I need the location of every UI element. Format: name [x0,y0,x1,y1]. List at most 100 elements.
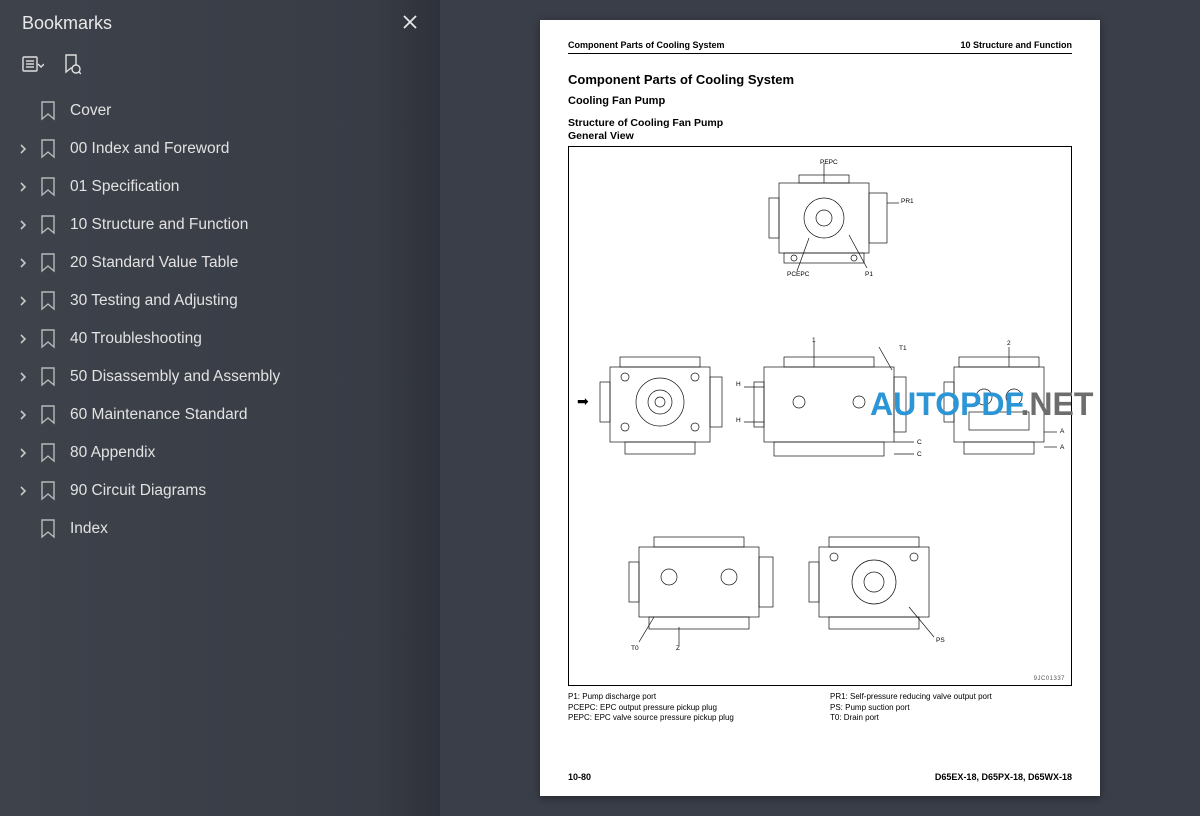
pump-view-side [744,342,914,472]
pump-view-bottom1 [619,527,779,647]
bookmark-label: 40 Troubleshooting [70,330,440,348]
legend-row: T0: Drain port [830,713,1072,722]
legend-row: PS: Pump suction port [830,703,1072,712]
pdf-page: Component Parts of Cooling System 10 Str… [540,20,1100,796]
label-a2: A [1060,444,1064,451]
diagram-frame: PEPC PR1 PCEPC P1 ➡ [568,146,1072,686]
label-2: 2 [1007,340,1011,347]
pump-view-rear [939,347,1059,467]
legend-left-col: P1: Pump discharge port PCEPC: EPC output… [568,692,810,724]
bookmark-ribbon-icon [38,99,58,123]
bookmark-item[interactable]: 00 Index and Foreword [8,130,440,168]
bookmark-label: Index [70,520,440,538]
model-codes: D65EX-18, D65PX-18, D65WX-18 [935,772,1072,782]
label-ps: PS [936,637,945,644]
pump-view-front [595,347,725,467]
label-p1: P1 [865,271,873,278]
bookmark-item[interactable]: Cover [8,92,440,130]
find-bookmark-icon[interactable] [60,54,82,76]
pump-view-top [749,163,899,283]
bookmark-item[interactable]: 20 Standard Value Table [8,244,440,282]
page-footer: 10-80 D65EX-18, D65PX-18, D65WX-18 [568,772,1072,782]
bookmark-item[interactable]: 80 Appendix [8,434,440,472]
arrow-z-icon: ➡ [577,393,589,410]
pump-view-bottom2 [799,527,949,647]
bookmark-item[interactable]: 60 Maintenance Standard [8,396,440,434]
chevron-right-icon[interactable] [14,410,32,420]
chevron-right-icon[interactable] [14,182,32,192]
document-viewport[interactable]: Component Parts of Cooling System 10 Str… [440,0,1200,816]
label-h2: H [736,417,741,424]
bookmark-item[interactable]: 90 Circuit Diagrams [8,472,440,510]
chevron-right-icon[interactable] [14,334,32,344]
bookmarks-sidebar: Bookmarks Cover 00 Index and Foreword 01 S… [0,0,440,816]
close-icon[interactable] [398,10,422,36]
legend-row: P1: Pump discharge port [568,692,810,701]
bookmark-label: Cover [70,102,440,120]
diagram-id: 9JC01337 [1034,676,1065,682]
bookmark-ribbon-icon [38,137,58,161]
bookmark-ribbon-icon [38,327,58,351]
bookmark-ribbon-icon [38,213,58,237]
bookmark-ribbon-icon [38,403,58,427]
legend-row: PR1: Self-pressure reducing valve output… [830,692,1072,701]
bookmark-label: 50 Disassembly and Assembly [70,368,440,386]
header-right: 10 Structure and Function [960,40,1072,50]
sidebar-header: Bookmarks [0,0,440,50]
subsection-2: Structure of Cooling Fan Pump [568,117,1072,129]
bookmark-ribbon-icon [38,175,58,199]
label-pcepc: PCEPC [787,271,809,278]
bookmark-label: 01 Specification [70,178,440,196]
legend-row: PCEPC: EPC output pressure pickup plug [568,703,810,712]
label-a1: A [1060,428,1064,435]
bookmark-label: 10 Structure and Function [70,216,440,234]
header-left: Component Parts of Cooling System [568,40,725,50]
subsection-1: Cooling Fan Pump [568,95,1072,107]
chevron-right-icon[interactable] [14,296,32,306]
bookmark-label: 20 Standard Value Table [70,254,440,272]
label-c2: C [917,451,922,458]
chevron-right-icon[interactable] [14,372,32,382]
label-pepc: PEPC [820,159,838,166]
bookmark-label: 30 Testing and Adjusting [70,292,440,310]
chevron-right-icon[interactable] [14,448,32,458]
bookmark-item[interactable]: 10 Structure and Function [8,206,440,244]
bookmark-label: 80 Appendix [70,444,440,462]
bookmark-item[interactable]: 30 Testing and Adjusting [8,282,440,320]
label-c1: C [917,439,922,446]
legend-row: PEPC: EPC valve source pressure pickup p… [568,713,810,722]
chevron-right-icon[interactable] [14,220,32,230]
bookmark-ribbon-icon [38,479,58,503]
chevron-right-icon[interactable] [14,258,32,268]
label-t0: T0 [631,645,639,652]
bookmark-ribbon-icon [38,441,58,465]
label-z: Z [676,645,680,652]
bookmark-label: 90 Circuit Diagrams [70,482,440,500]
bookmark-label: 00 Index and Foreword [70,140,440,158]
bookmark-item[interactable]: 01 Specification [8,168,440,206]
bookmark-item[interactable]: Index [8,510,440,548]
bookmark-ribbon-icon [38,365,58,389]
label-1: 1 [812,337,816,344]
bookmark-ribbon-icon [38,517,58,541]
label-h1: H [736,381,741,388]
bookmark-item[interactable]: 40 Troubleshooting [8,320,440,358]
chevron-right-icon[interactable] [14,144,32,154]
section-title: Component Parts of Cooling System [568,72,1072,87]
bookmark-list: Cover 00 Index and Foreword 01 Specificati… [0,88,440,548]
label-pr1: PR1 [901,198,914,205]
subsection-3: General View [568,130,1072,142]
page-number: 10-80 [568,772,591,782]
sidebar-title: Bookmarks [22,13,112,34]
bookmark-ribbon-icon [38,289,58,313]
page-running-header: Component Parts of Cooling System 10 Str… [568,40,1072,54]
legend-right-col: PR1: Self-pressure reducing valve output… [830,692,1072,724]
bookmark-label: 60 Maintenance Standard [70,406,440,424]
chevron-right-icon[interactable] [14,486,32,496]
outline-options-icon[interactable] [22,54,44,76]
label-t1: T1 [899,345,907,352]
bookmark-ribbon-icon [38,251,58,275]
sidebar-toolbar [0,50,440,88]
bookmark-item[interactable]: 50 Disassembly and Assembly [8,358,440,396]
legend: P1: Pump discharge port PCEPC: EPC output… [568,692,1072,724]
